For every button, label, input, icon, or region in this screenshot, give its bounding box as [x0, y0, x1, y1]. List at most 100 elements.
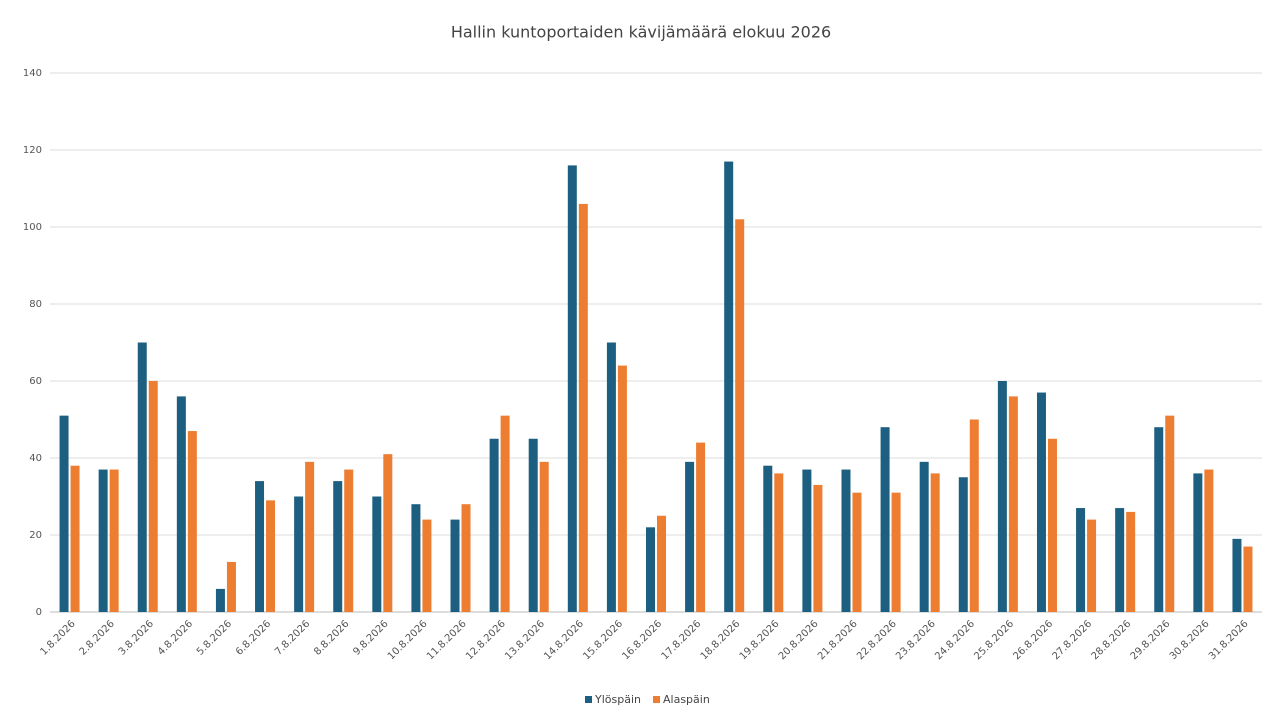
bar — [109, 469, 119, 612]
x-tick-label: 4.8.2026 — [156, 618, 195, 657]
bar — [59, 415, 69, 612]
bar — [383, 454, 393, 612]
x-tick-label: 16.8.2026 — [620, 618, 664, 662]
x-tick-label: 23.8.2026 — [894, 618, 938, 662]
bar — [841, 469, 851, 612]
bar — [657, 515, 666, 612]
bar — [1087, 519, 1097, 612]
bar — [137, 342, 147, 612]
bar — [305, 461, 315, 612]
bar — [685, 461, 695, 612]
bar — [1047, 438, 1057, 612]
bar — [997, 381, 1007, 612]
bar — [646, 527, 655, 612]
x-tick-label: 18.8.2026 — [699, 618, 743, 662]
x-tick-label: 31.8.2026 — [1207, 618, 1251, 662]
x-tick-label: 24.8.2026 — [933, 618, 977, 662]
bar — [226, 561, 236, 612]
bar — [215, 588, 225, 612]
bar — [958, 477, 968, 612]
bar — [763, 465, 773, 612]
bar — [880, 427, 890, 612]
y-tick-label: 140 — [23, 68, 42, 79]
x-tick-label: 12.8.2026 — [464, 618, 508, 662]
bar — [1126, 511, 1136, 612]
bar — [1232, 538, 1242, 612]
bar — [344, 469, 354, 612]
x-tick-label: 30.8.2026 — [1168, 618, 1212, 662]
bar — [891, 492, 901, 612]
bar — [852, 492, 862, 612]
bar — [450, 519, 460, 612]
x-tick-label: 2.8.2026 — [78, 618, 117, 657]
x-tick-label: 9.8.2026 — [351, 618, 390, 657]
y-tick-label: 80 — [29, 299, 42, 310]
y-tick-label: 20 — [29, 530, 42, 541]
bar — [1193, 473, 1203, 612]
bar — [489, 438, 499, 612]
bar — [1036, 392, 1046, 612]
x-tick-label: 13.8.2026 — [503, 618, 547, 662]
bar — [724, 161, 734, 613]
legend-swatch — [585, 696, 592, 703]
bar — [606, 342, 616, 612]
y-tick-label: 60 — [29, 376, 42, 387]
bar — [187, 431, 197, 612]
chart-title: Hallin kuntoportaiden kävijämäärä elokuu… — [451, 23, 831, 42]
bar — [528, 438, 538, 612]
bar — [774, 473, 784, 612]
x-tick-label: 21.8.2026 — [816, 618, 860, 662]
bar — [1243, 546, 1253, 612]
bar — [255, 481, 265, 612]
bar — [813, 484, 823, 612]
x-tick-label: 28.8.2026 — [1090, 618, 1134, 662]
bar — [617, 365, 627, 612]
bar — [539, 461, 549, 612]
x-tick-label: 1.8.2026 — [39, 618, 78, 657]
bar — [1008, 396, 1018, 612]
x-tick-label: 26.8.2026 — [1011, 618, 1055, 662]
bar — [1154, 427, 1164, 612]
x-tick-label: 29.8.2026 — [1129, 618, 1173, 662]
bar — [696, 442, 706, 612]
y-tick-label: 120 — [23, 145, 42, 156]
y-tick-label: 0 — [36, 607, 42, 618]
bar — [802, 469, 812, 612]
bar — [411, 504, 421, 612]
bar — [567, 165, 577, 612]
y-tick-label: 40 — [29, 453, 42, 464]
bar — [1115, 508, 1125, 612]
x-tick-label: 11.8.2026 — [425, 618, 469, 662]
bar — [969, 419, 979, 612]
x-tick-label: 25.8.2026 — [972, 618, 1016, 662]
bar — [1076, 508, 1086, 612]
x-tick-label: 14.8.2026 — [542, 618, 586, 662]
bar — [148, 381, 158, 612]
x-tick-label: 8.8.2026 — [312, 618, 351, 657]
bar — [333, 481, 343, 612]
bar — [919, 461, 929, 612]
bar — [578, 203, 588, 612]
bar — [176, 396, 186, 612]
bar — [1165, 415, 1175, 612]
bar — [372, 496, 382, 612]
x-tick-label: 17.8.2026 — [660, 618, 704, 662]
legend-swatch — [653, 696, 660, 703]
bar — [70, 465, 80, 612]
x-tick-label: 6.8.2026 — [234, 618, 273, 657]
y-tick-label: 100 — [23, 222, 42, 233]
bar — [930, 473, 940, 612]
legend-label: Ylöspäin — [594, 693, 641, 706]
x-tick-label: 19.8.2026 — [738, 618, 782, 662]
bar — [1204, 469, 1214, 612]
x-tick-label: 3.8.2026 — [117, 618, 156, 657]
x-tick-label: 7.8.2026 — [273, 618, 312, 657]
bar — [461, 504, 471, 612]
bar — [294, 496, 304, 612]
x-tick-label: 10.8.2026 — [386, 618, 430, 662]
x-tick-label: 20.8.2026 — [777, 618, 821, 662]
x-tick-label: 5.8.2026 — [195, 618, 234, 657]
x-tick-label: 15.8.2026 — [581, 618, 625, 662]
bar — [266, 500, 276, 612]
